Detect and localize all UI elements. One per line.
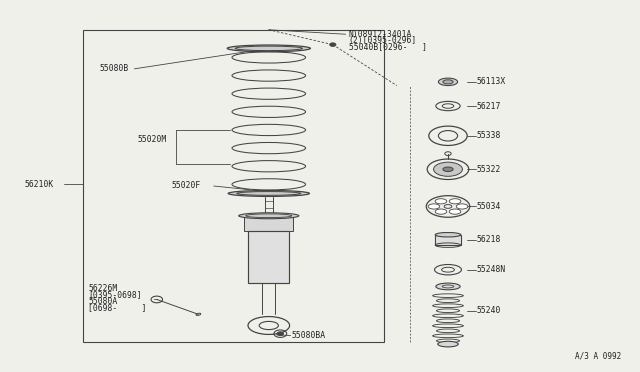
Text: 55020M: 55020M [138, 135, 167, 144]
Ellipse shape [435, 232, 461, 237]
Text: 55020F: 55020F [172, 182, 201, 190]
Text: 56113X: 56113X [477, 77, 506, 86]
Text: (2)[0395-0296]: (2)[0395-0296] [349, 36, 417, 45]
Text: 55080A: 55080A [88, 297, 118, 306]
Ellipse shape [436, 283, 460, 290]
Text: 56226M: 56226M [88, 284, 118, 293]
Text: 55040B[0296-   ]: 55040B[0296- ] [349, 42, 427, 51]
Text: 55080BA: 55080BA [291, 331, 325, 340]
Bar [435, 235, 461, 245]
Text: 55034: 55034 [477, 202, 501, 211]
Bar [83, 30, 384, 342]
Text: [0395-0698]: [0395-0698] [88, 291, 142, 299]
Ellipse shape [449, 209, 461, 214]
Ellipse shape [456, 204, 468, 209]
Text: 55338: 55338 [477, 131, 501, 140]
Ellipse shape [239, 213, 299, 219]
Ellipse shape [428, 204, 440, 209]
Ellipse shape [449, 199, 461, 204]
Text: 56210K: 56210K [24, 180, 54, 189]
Bar [244, 216, 293, 231]
Ellipse shape [435, 199, 447, 204]
Ellipse shape [435, 209, 447, 214]
Text: 55080B: 55080B [99, 64, 129, 73]
Ellipse shape [438, 341, 458, 347]
Ellipse shape [228, 190, 310, 196]
Ellipse shape [227, 45, 310, 52]
Bar [248, 231, 289, 283]
Text: N)08912-3401A: N)08912-3401A [349, 30, 412, 39]
Ellipse shape [434, 162, 463, 176]
Text: 56218: 56218 [477, 235, 501, 244]
Text: 55248N: 55248N [477, 265, 506, 274]
Text: 55322: 55322 [477, 165, 501, 174]
Ellipse shape [438, 78, 458, 86]
Circle shape [330, 43, 336, 46]
Circle shape [277, 332, 284, 336]
Ellipse shape [443, 80, 453, 84]
Text: 55240: 55240 [477, 306, 501, 315]
Text: A/3 A 0992: A/3 A 0992 [575, 352, 621, 361]
Text: 56217: 56217 [477, 102, 501, 110]
Text: [0698-     ]: [0698- ] [88, 303, 147, 312]
Ellipse shape [443, 167, 453, 171]
